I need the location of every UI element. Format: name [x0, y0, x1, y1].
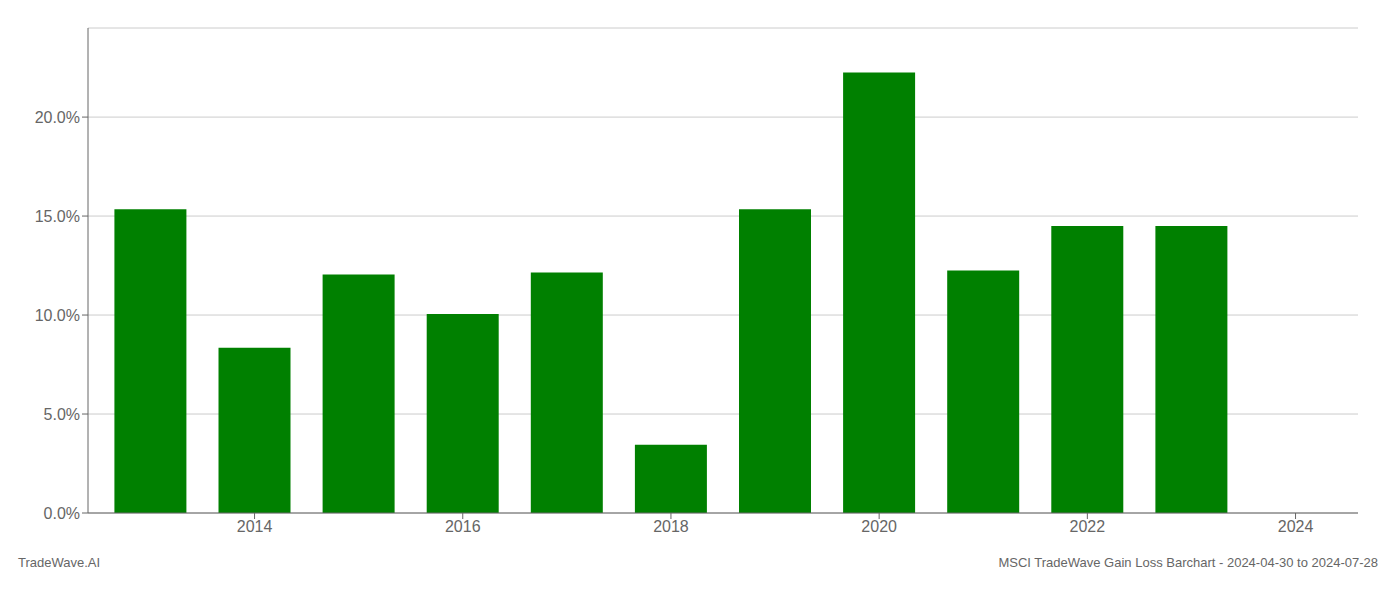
svg-text:2014: 2014 [237, 518, 273, 535]
svg-text:0.0%: 0.0% [44, 505, 80, 522]
svg-text:2020: 2020 [861, 518, 897, 535]
svg-text:2022: 2022 [1070, 518, 1106, 535]
svg-text:10.0%: 10.0% [35, 307, 80, 324]
svg-text:15.0%: 15.0% [35, 208, 80, 225]
svg-text:2016: 2016 [445, 518, 481, 535]
html-text:MSCI TradeWave Gain Loss Barch: MSCI TradeWave Gain Loss Barchart - 2024… [998, 555, 1378, 570]
svg-text:5.0%: 5.0% [44, 406, 80, 423]
html-text:TradeWave.AI: TradeWave.AI [18, 555, 101, 570]
svg-text:2018: 2018 [653, 518, 689, 535]
svg-text:20.0%: 20.0% [35, 109, 80, 126]
svg-text:2024: 2024 [1278, 518, 1314, 535]
